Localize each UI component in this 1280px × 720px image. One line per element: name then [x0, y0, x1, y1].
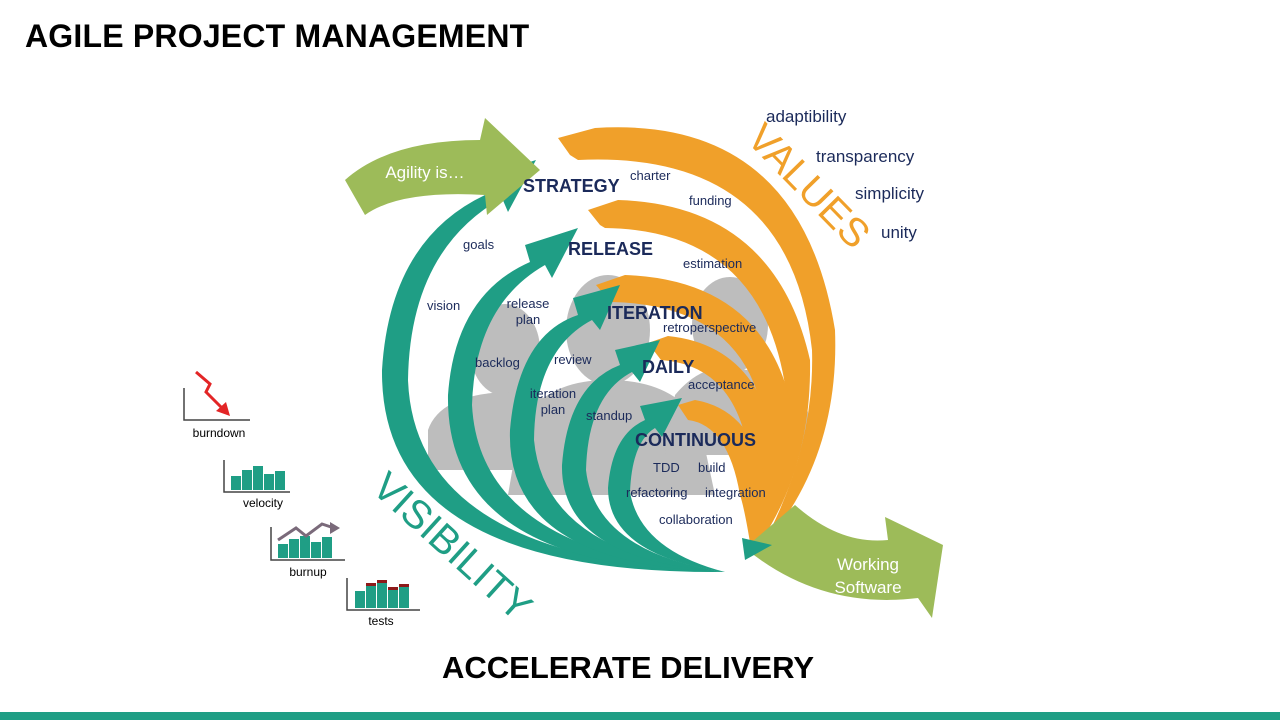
page-title: AGILE PROJECT MANAGEMENT: [25, 18, 530, 54]
agility-arrow: Agility is…: [345, 118, 540, 215]
metric-burndown: burndown: [183, 370, 250, 440]
cycle-levels: STRATEGY RELEASE ITERATION DAILY CONTINU…: [523, 176, 756, 450]
practice-tdd: TDD: [653, 460, 680, 475]
footer-title: ACCELERATE DELIVERY: [441, 650, 815, 685]
metric-label: burndown: [193, 426, 246, 440]
axis: [346, 578, 420, 611]
working-software-label-1: Working: [837, 555, 899, 574]
practice-iteration-plan-1: iteration: [530, 386, 576, 401]
axis: [223, 460, 290, 493]
practices: charter funding goals estimation vision …: [427, 168, 766, 527]
level-iteration: ITERATION: [607, 303, 703, 323]
practice-estimation: estimation: [683, 256, 742, 271]
practice-refactoring: refactoring: [626, 485, 687, 500]
practice-acceptance: acceptance: [688, 377, 755, 392]
practice-funding: funding: [689, 193, 732, 208]
working-software-arrow: Working Software: [745, 505, 943, 618]
metric-burnup: burnup: [270, 522, 345, 579]
practice-release-plan-1: release: [507, 296, 550, 311]
metric-label: burnup: [289, 565, 327, 579]
practice-build: build: [698, 460, 725, 475]
practice-standup: standup: [586, 408, 632, 423]
burnup-trend-icon: [277, 522, 335, 542]
value-item: adaptibility: [766, 107, 847, 126]
practice-review: review: [554, 352, 592, 367]
metric-label: velocity: [243, 496, 283, 510]
level-release: RELEASE: [568, 239, 653, 259]
practice-iteration-plan-2: plan: [541, 402, 566, 417]
metric-velocity: velocity: [223, 460, 290, 510]
practice-integration: integration: [705, 485, 766, 500]
value-item: unity: [881, 223, 917, 242]
burndown-trend-icon: [195, 370, 224, 410]
orange-arcs: [558, 127, 836, 555]
metric-label: tests: [368, 614, 393, 628]
level-strategy: STRATEGY: [523, 176, 620, 196]
practice-charter: charter: [630, 168, 671, 183]
value-item: transparency: [816, 147, 915, 166]
agility-label: Agility is…: [385, 163, 464, 182]
level-daily: DAILY: [642, 357, 694, 377]
axis: [183, 388, 250, 421]
practice-vision: vision: [427, 298, 460, 313]
practice-release-plan-2: plan: [516, 312, 541, 327]
practice-goals: goals: [463, 237, 495, 252]
metric-tests: tests: [346, 578, 420, 628]
value-item: simplicity: [855, 184, 924, 203]
working-software-label-2: Software: [834, 578, 901, 597]
teal-arrowhead-icon: [742, 538, 772, 560]
practice-backlog: backlog: [475, 355, 520, 370]
level-continuous: CONTINUOUS: [635, 430, 756, 450]
bottom-accent-bar: [0, 712, 1280, 720]
values-list: adaptibility transparency simplicity uni…: [766, 107, 924, 242]
practice-collaboration: collaboration: [659, 512, 733, 527]
axis: [270, 527, 345, 561]
practice-retrospective: retroperspective: [663, 320, 756, 335]
teal-arcs: [381, 160, 725, 573]
